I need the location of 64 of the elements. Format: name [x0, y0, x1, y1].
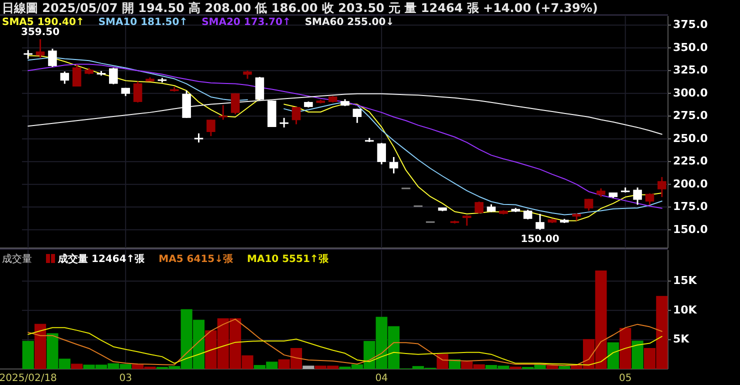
- candlestick: [109, 67, 118, 85]
- candlestick: [523, 209, 532, 220]
- text: MA5 6415↓張: [158, 253, 234, 265]
- text: MA10 5551↑張: [247, 253, 330, 265]
- legend-title: 成交量: [2, 253, 32, 265]
- candlestick: [230, 92, 240, 116]
- candlestick: [255, 76, 264, 101]
- y-tick-label: 15K: [673, 274, 698, 288]
- bar: [620, 328, 632, 369]
- y-tick-label: 225.0: [673, 154, 708, 168]
- candlestick: [60, 70, 70, 85]
- bar: [71, 364, 83, 369]
- text: SMA20 173.70↑: [202, 17, 291, 28]
- bar: [34, 324, 46, 369]
- candlestick: [280, 117, 288, 128]
- bar: [436, 354, 448, 369]
- bar: [22, 340, 34, 369]
- text: SMA60 255.00↓: [304, 17, 394, 28]
- candlestick: [206, 118, 216, 137]
- candlestick: [72, 64, 82, 88]
- y-tick-label: 375.0: [673, 18, 708, 32]
- y-tick-label: 200.0: [673, 177, 708, 190]
- legend-label: 成交量 12464↑張: [57, 253, 146, 265]
- candlestick: [474, 200, 484, 214]
- line-series: [28, 327, 662, 366]
- y-tick-label: 175.0: [673, 200, 708, 214]
- y-tick-label: 5K: [673, 332, 690, 346]
- y-tick-label: 10K: [673, 303, 698, 316]
- y-tick-label: 150.0: [673, 222, 708, 236]
- text: SMA5 190.40↑: [2, 17, 84, 28]
- candlestick: [377, 142, 386, 166]
- candlestick: [462, 214, 472, 226]
- annotation: 150.00: [520, 234, 560, 245]
- candlestick: [133, 80, 142, 104]
- bar: [546, 365, 558, 369]
- candlestick: [658, 176, 666, 198]
- y-tick-label: 325.0: [673, 64, 708, 77]
- candlestick: [352, 108, 362, 124]
- candlestick: [48, 48, 57, 68]
- x-tick-label: 04: [375, 373, 388, 384]
- bar: [607, 342, 619, 369]
- candlestick: [645, 192, 654, 206]
- y-tick-label: 275.0: [673, 109, 708, 122]
- y-tick-label: 250.0: [673, 132, 708, 145]
- bar: [302, 366, 314, 369]
- candlestick: [194, 132, 204, 144]
- bar: [558, 366, 570, 369]
- annotation: 359.50: [20, 27, 60, 38]
- line-series: [28, 93, 662, 135]
- chart-title: 日線圖 2025/05/07 開 194.50 高 208.00 低 186.00 收 203.50 元 量 12464 張 +14.00 (+7.39%): [2, 1, 598, 15]
- y-tick-label: 350.0: [673, 40, 708, 54]
- candlestick: [536, 213, 544, 231]
- candlestick: [389, 156, 398, 174]
- line-series: [28, 318, 662, 366]
- x-tick-label: 03: [119, 373, 132, 384]
- candlestick: [292, 106, 301, 126]
- y-tick-label: 300.0: [673, 86, 708, 100]
- candlestick: [633, 186, 642, 206]
- candlestick: [218, 104, 228, 120]
- x-tick-label: 2025/02/18: [0, 373, 57, 384]
- bar: [632, 340, 644, 369]
- candlestick: [36, 38, 45, 59]
- text: SMA10 181.50↑: [98, 17, 188, 28]
- x-tick-label: 05: [618, 373, 632, 384]
